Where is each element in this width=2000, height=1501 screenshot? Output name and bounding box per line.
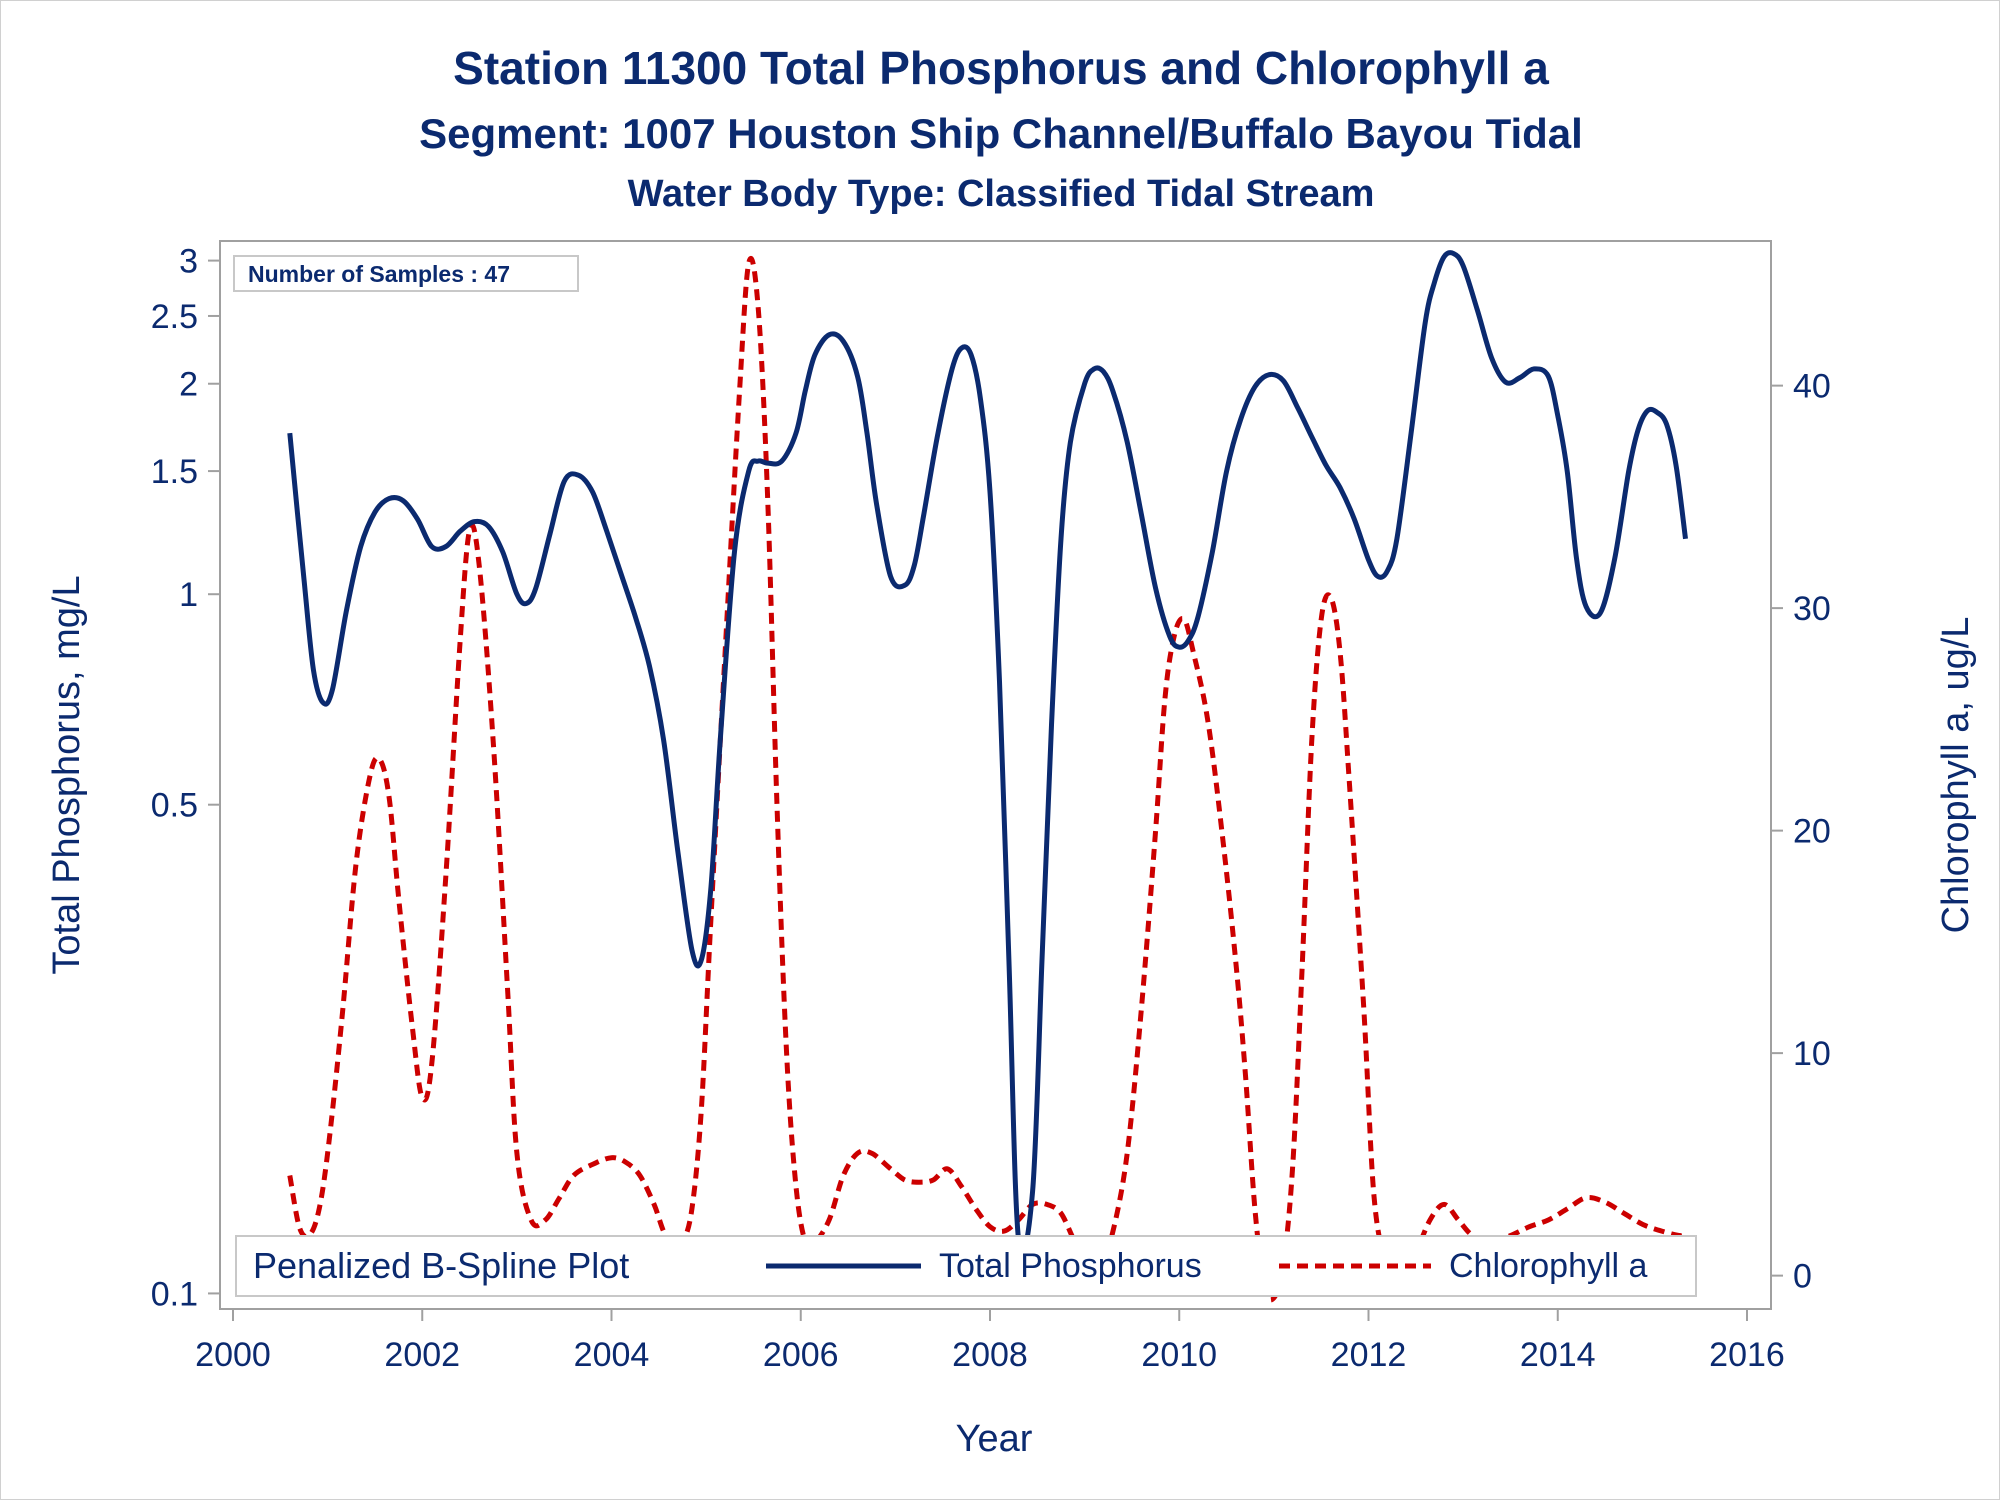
legend-label-total-phosphorus: Total Phosphorus [939, 1247, 1202, 1285]
chart-subtitle-water-body: Water Body Type: Classified Tidal Stream [628, 173, 1375, 215]
legend-label-chlorophyll-a: Chlorophyll a [1449, 1247, 1648, 1285]
y-tick-label: 1 [179, 576, 198, 614]
y-tick-label: 3 [179, 243, 198, 281]
y2-tick-label: 40 [1793, 368, 1831, 406]
y-tick-label: 2 [179, 366, 198, 404]
x-tick-label: 2014 [1520, 1336, 1596, 1374]
series-line-chlorophyll-a [287, 255, 1688, 1303]
plot-area [219, 240, 1772, 1310]
series-line-total-phosphorus [287, 250, 1688, 1257]
x-tick-label: 2010 [1141, 1336, 1217, 1374]
x-tick-label: 2000 [195, 1336, 271, 1374]
y2-tick-label: 0 [1793, 1258, 1812, 1296]
x-tick-label: 2012 [1331, 1336, 1407, 1374]
y-tick-label: 1.5 [151, 453, 198, 491]
y-axis-label: Total Phosphorus, mg/L [46, 575, 88, 974]
y-tick-label: 2.5 [151, 298, 198, 336]
x-axis: 2000 2002 2004 2006 2008 2010 2012 2014 2016 [195, 1309, 1785, 1374]
legend [235, 1235, 1697, 1297]
x-tick-label: 2016 [1709, 1336, 1785, 1374]
y-tick-label: 0.1 [151, 1275, 198, 1313]
x-tick-label: 2008 [952, 1336, 1028, 1374]
legend-title: Penalized B-Spline Plot [253, 1245, 629, 1286]
y-tick-label: 0.5 [151, 787, 198, 825]
sample-count-box [233, 255, 579, 292]
y2-tick-label: 30 [1793, 590, 1831, 628]
chart-subtitle-segment: Segment: 1007 Houston Ship Channel/Buffa… [419, 110, 1583, 157]
x-tick-label: 2006 [763, 1336, 839, 1374]
left-axis: 0.1 0.5 1 1.5 2 2.5 3 [151, 243, 220, 1313]
y2-tick-label: 20 [1793, 813, 1831, 851]
x-tick-label: 2002 [384, 1336, 460, 1374]
series-layer [287, 250, 1688, 1303]
chart-title: Station 11300 Total Phosphorus and Chlor… [453, 42, 1549, 94]
x-axis-label: Year [956, 1418, 1033, 1460]
x-tick-label: 2004 [574, 1336, 650, 1374]
right-axis: 0 10 20 30 40 [1771, 368, 1831, 1296]
y2-tick-label: 10 [1793, 1035, 1831, 1073]
sample-count-label: Number of Samples : 47 [248, 261, 510, 287]
y2-axis-label: Chlorophyll a, ug/L [1935, 617, 1977, 934]
